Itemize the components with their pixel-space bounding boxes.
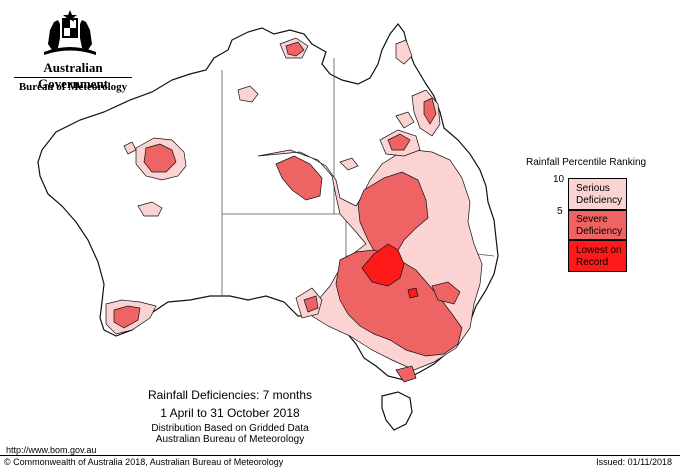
legend-label-line: Severe [576,214,608,225]
legend-tick-10: 10 [553,174,565,185]
serious-region [339,157,359,171]
map-period: 1 April to 31 October 2018 [160,406,300,420]
severe-region [285,41,305,57]
record-region [361,243,405,287]
serious-region [395,111,415,129]
serious-region [137,201,163,217]
serious-region [123,141,137,155]
legend-label-severe: Severe Deficiency [576,214,622,238]
legend-label-record: Lowest on Record [576,245,622,269]
severe-region [423,97,437,125]
severe-region [431,281,461,305]
website-link[interactable]: http://www.bom.gov.au [6,445,97,455]
legend-label-serious: Serious Deficiency [576,183,622,207]
title-divider [14,77,132,78]
legend-swatch-severe [568,210,627,240]
record-low-regions [361,243,419,299]
legend-swatch-serious [568,178,627,210]
legend-label-line: Lowest on [576,245,622,256]
serious-region [237,85,259,103]
legend-label-line: Serious [576,183,610,194]
map-method: Distribution Based on Gridded Data [151,423,309,434]
legend-label-line: Deficiency [576,226,623,237]
legend-title: Rainfall Percentile Ranking [526,157,647,168]
legend-tick-5: 5 [557,206,563,217]
severe-region [387,133,411,151]
footer-divider [0,455,680,456]
coat-of-arms-logo [44,10,96,55]
severe-region [143,143,177,173]
severe-region [395,365,417,383]
legend-swatch-record [568,240,627,272]
severe-region [275,155,323,201]
government-title: Australian Government [37,60,109,91]
tasmania-outline [381,391,413,431]
copyright-text: © Commonwealth of Australia 2018, Austra… [4,457,284,467]
serious-region [395,39,413,65]
legend-label-line: Record [576,257,609,268]
map-source: Australian Bureau of Meteorology [155,434,305,445]
severe-deficiency-regions [113,41,463,383]
bureau-title: Bureau of Meteorology [18,81,128,93]
severe-region [357,171,429,263]
severe-region [303,295,319,313]
issued-date: Issued: 01/11/2018 [596,457,672,467]
legend-label-line: Deficiency [576,195,623,206]
record-region [407,287,419,299]
map-title: Rainfall Deficiencies: 7 months [147,388,313,402]
severe-region [113,305,141,329]
